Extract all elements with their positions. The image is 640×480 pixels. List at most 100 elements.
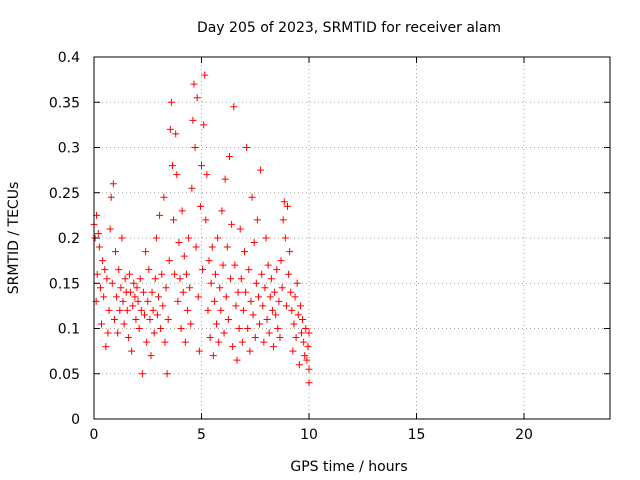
data-point	[137, 306, 145, 314]
data-point	[304, 343, 312, 351]
data-point	[205, 257, 213, 265]
data-point	[161, 338, 169, 346]
data-point	[278, 284, 286, 292]
data-point	[266, 293, 274, 301]
data-point	[264, 261, 272, 269]
data-point	[305, 365, 313, 373]
data-point	[134, 297, 142, 305]
data-point	[252, 279, 260, 287]
data-point	[250, 239, 258, 247]
data-point	[297, 329, 305, 337]
data-point	[171, 270, 179, 278]
x-tick-label: 5	[197, 427, 206, 443]
data-point	[148, 288, 156, 296]
data-point	[299, 315, 307, 323]
data-point	[233, 356, 241, 364]
data-point	[187, 320, 195, 328]
data-point	[94, 229, 102, 237]
data-point	[267, 275, 275, 283]
data-point	[156, 211, 164, 219]
data-point	[224, 315, 232, 323]
data-point	[222, 293, 230, 301]
data-point	[261, 284, 269, 292]
data-point	[193, 94, 201, 102]
data-point	[138, 370, 146, 378]
data-point	[141, 311, 149, 319]
data-point	[282, 302, 290, 310]
data-point	[288, 306, 296, 314]
data-point	[290, 320, 298, 328]
data-point	[101, 266, 109, 274]
y-tick-label: 0.1	[58, 322, 80, 338]
data-point	[289, 347, 297, 355]
data-point	[109, 180, 117, 188]
data-point	[117, 284, 125, 292]
data-point	[253, 216, 261, 224]
chart-title: Day 205 of 2023, SRMTID for receiver ala…	[197, 20, 501, 36]
data-point	[191, 144, 199, 151]
data-point	[305, 329, 313, 337]
y-axis-label: SRMTID / TECUs	[6, 182, 22, 295]
data-point	[176, 275, 184, 283]
data-point	[206, 334, 214, 342]
data-point	[213, 320, 221, 328]
data-point	[163, 370, 171, 378]
data-point	[98, 320, 106, 328]
data-point	[300, 338, 308, 346]
data-points	[90, 71, 313, 387]
data-point	[144, 297, 152, 305]
data-point	[257, 166, 265, 174]
data-point	[245, 266, 253, 274]
data-point	[152, 234, 160, 242]
data-point	[113, 293, 121, 301]
data-point	[243, 144, 251, 151]
data-point	[285, 270, 293, 278]
data-point	[189, 116, 197, 124]
data-point	[135, 325, 143, 332]
data-point	[274, 325, 282, 332]
data-point	[208, 243, 216, 251]
data-point	[277, 257, 285, 265]
data-point	[292, 334, 300, 342]
x-tick-label: 15	[408, 427, 426, 443]
y-tick-label: 0.3	[58, 141, 80, 157]
data-point	[291, 293, 299, 301]
data-point	[236, 225, 244, 233]
data-point	[251, 334, 259, 342]
data-point	[272, 311, 280, 319]
y-tick-label: 0.4	[58, 50, 80, 66]
y-tick-label: 0.35	[49, 95, 80, 111]
data-point	[216, 284, 224, 292]
data-point	[175, 239, 183, 247]
y-tick-label: 0	[71, 412, 80, 428]
data-point	[238, 338, 246, 346]
data-point	[179, 288, 187, 296]
data-point	[151, 275, 159, 283]
data-point	[181, 338, 189, 346]
data-point	[201, 71, 209, 79]
data-point	[106, 225, 114, 233]
data-point	[219, 261, 227, 269]
data-point	[229, 343, 237, 351]
data-point	[157, 325, 165, 332]
data-point	[178, 207, 186, 215]
data-point	[177, 325, 185, 332]
grid-lines	[94, 57, 610, 419]
data-point	[211, 270, 219, 278]
data-point	[124, 334, 132, 342]
data-point	[254, 293, 262, 301]
x-tick-label: 20	[515, 427, 533, 443]
data-point	[223, 243, 231, 251]
data-point	[136, 275, 144, 283]
data-point	[182, 270, 190, 278]
data-point	[247, 297, 255, 305]
data-point	[162, 284, 170, 292]
data-point	[296, 302, 304, 310]
data-point	[114, 329, 122, 337]
data-point	[194, 293, 202, 301]
data-point	[280, 198, 288, 206]
data-point	[110, 315, 118, 323]
data-point	[172, 130, 180, 138]
y-tick-label: 0.15	[49, 276, 80, 292]
